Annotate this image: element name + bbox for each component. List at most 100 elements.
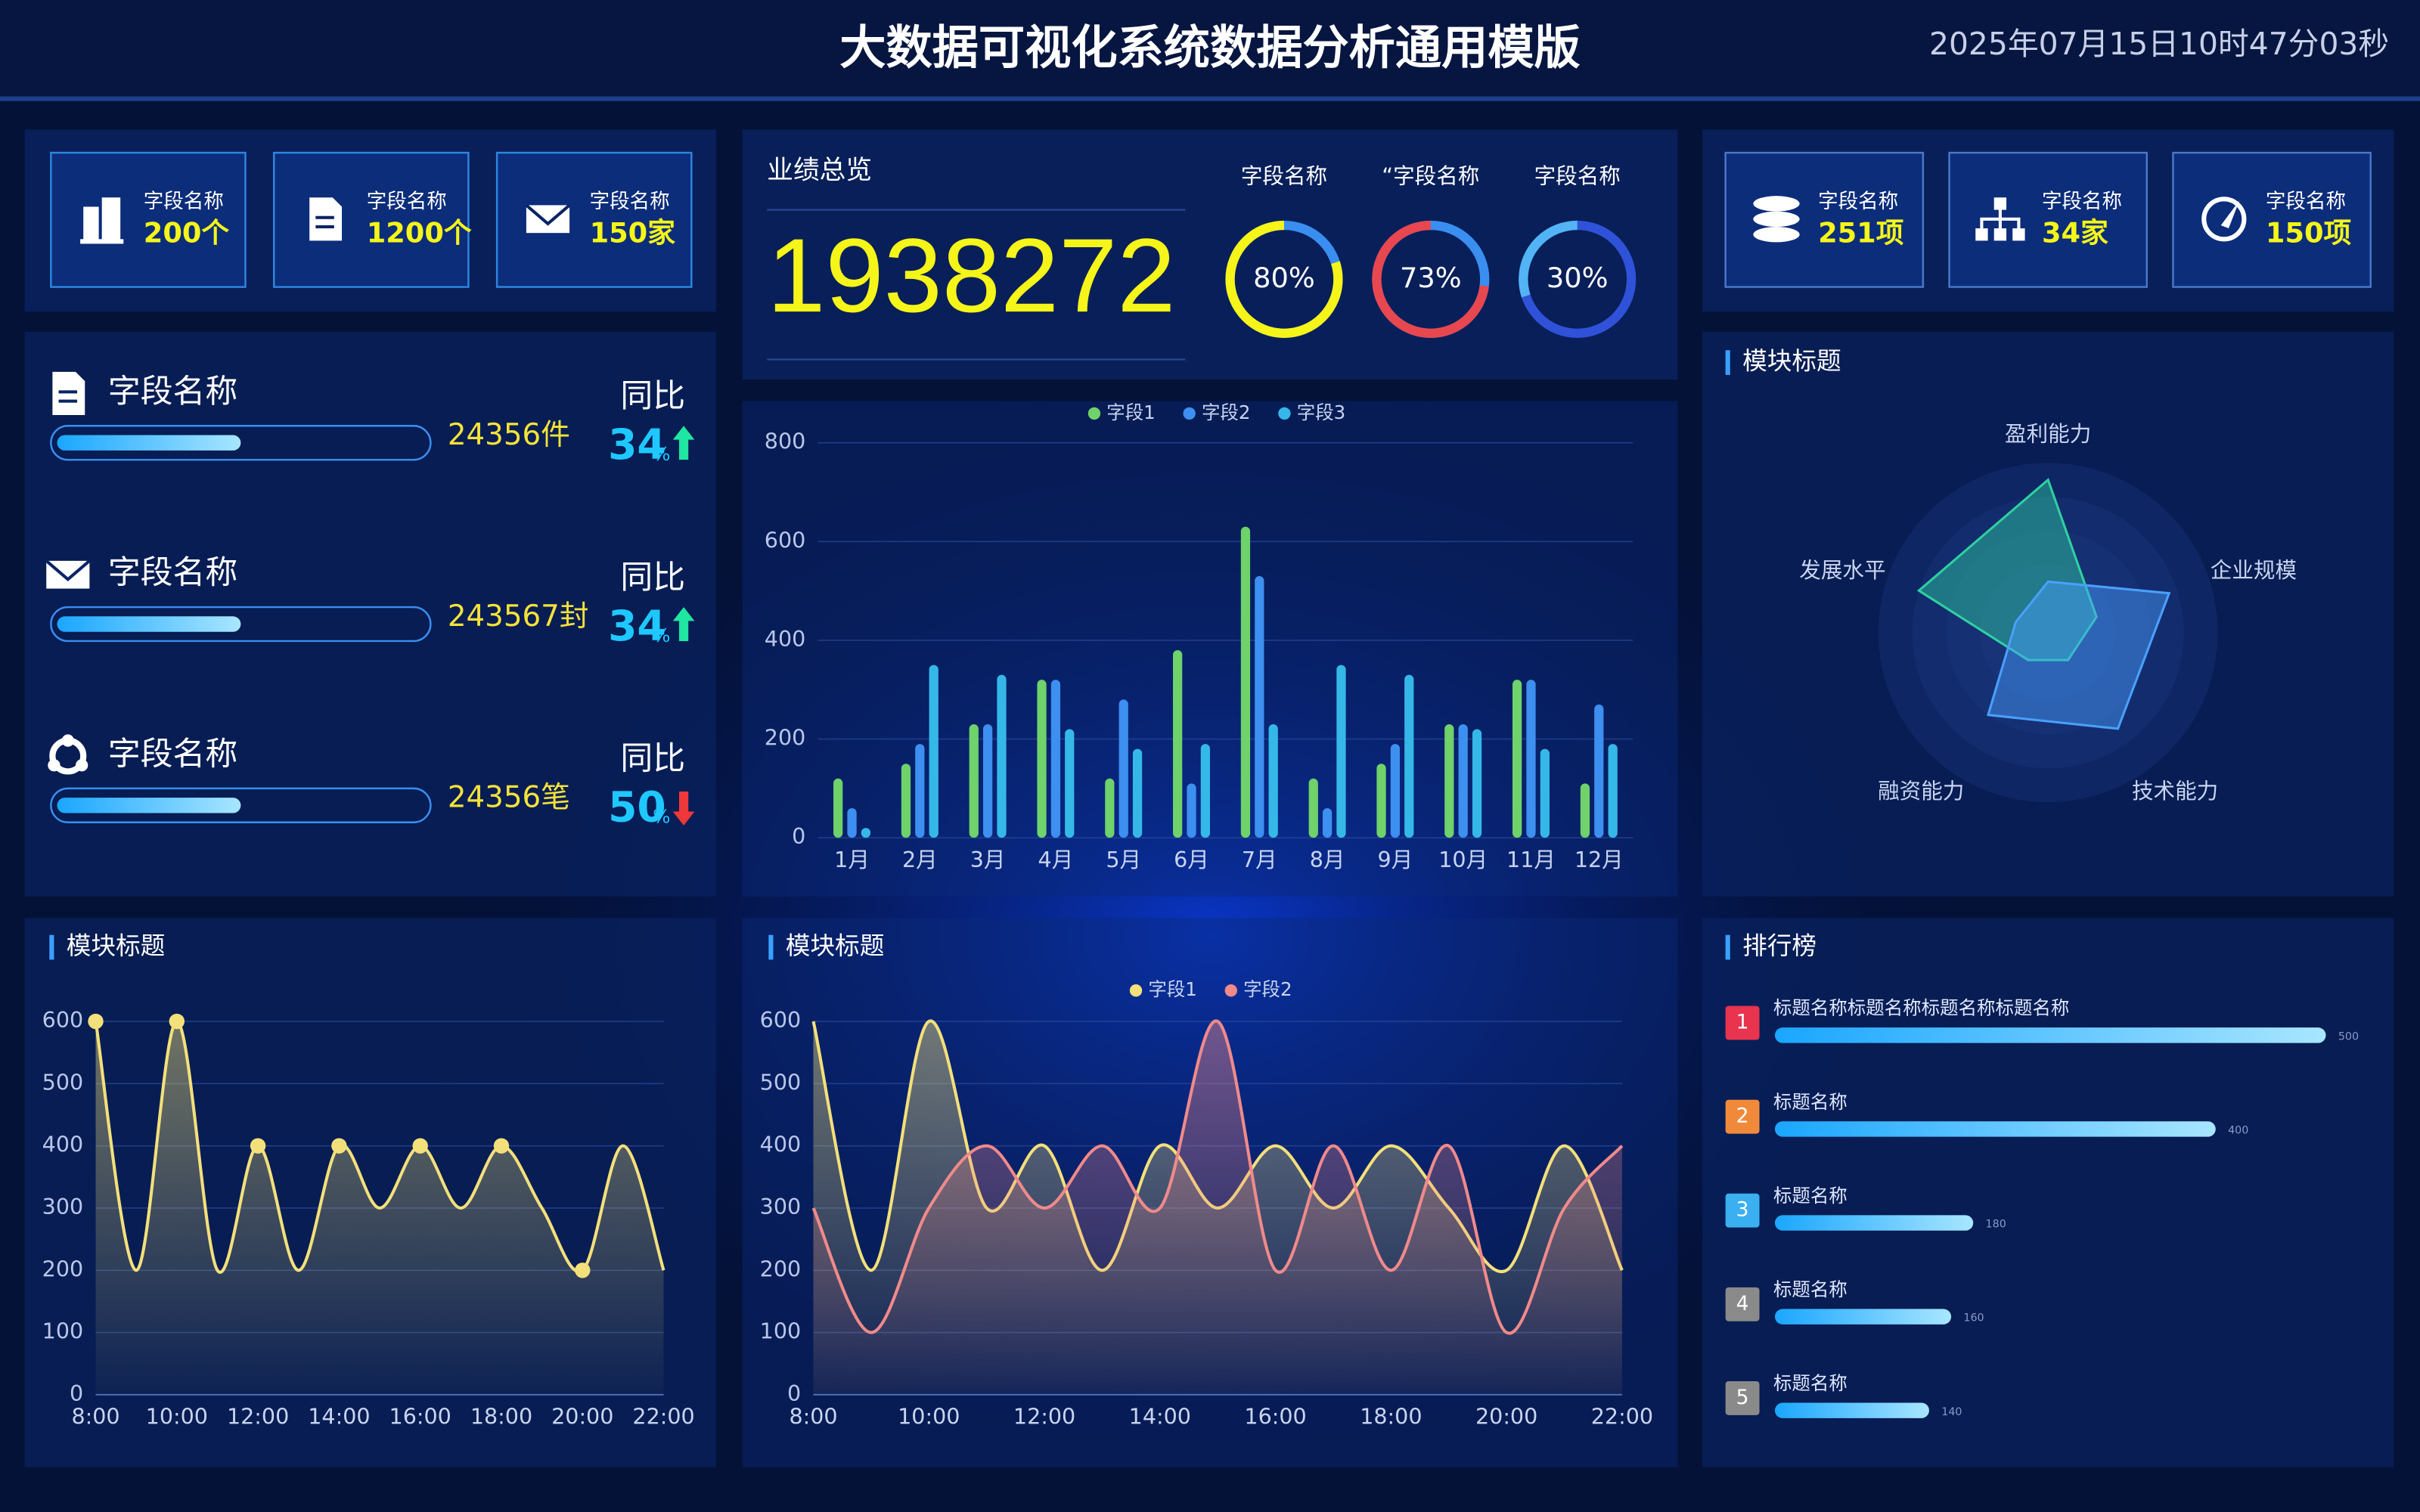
panel bbox=[1702, 918, 2394, 1467]
bar bbox=[1173, 650, 1183, 838]
stat-label: 字段名称 bbox=[144, 190, 224, 213]
point bbox=[331, 1138, 347, 1154]
line bbox=[811, 1019, 1624, 1335]
area bbox=[813, 1021, 1622, 1395]
legend-label: 字段2 bbox=[1202, 401, 1251, 423]
bar bbox=[1376, 764, 1386, 838]
bar bbox=[1594, 704, 1604, 838]
line bbox=[811, 1019, 1624, 1274]
panel-title: 排行榜 bbox=[1742, 931, 1817, 960]
bar bbox=[1336, 665, 1346, 838]
panel-title: 业绩总览 bbox=[767, 156, 872, 186]
x-tick-label: 10月 bbox=[1438, 847, 1488, 872]
title-marker bbox=[768, 934, 774, 960]
y-tick-label: 600 bbox=[765, 527, 806, 553]
stat-box bbox=[1948, 151, 2148, 288]
x-tick-label: 18:00 bbox=[470, 1404, 532, 1430]
yoy-label: 同比 bbox=[620, 740, 685, 778]
bar bbox=[1308, 778, 1318, 838]
legend-swatch bbox=[1224, 984, 1237, 997]
icon-part bbox=[1975, 228, 1988, 241]
rank-value: 160 bbox=[1963, 1312, 1984, 1325]
bar bbox=[1540, 748, 1550, 838]
point bbox=[169, 1013, 185, 1030]
progress-fill bbox=[57, 798, 241, 813]
gauge-arc bbox=[1372, 220, 1490, 338]
radar-area bbox=[1916, 478, 2098, 662]
x-tick-label: 10:00 bbox=[146, 1404, 208, 1430]
icon-part bbox=[83, 206, 99, 241]
rank-badge bbox=[1725, 1287, 1760, 1321]
legend-swatch bbox=[1087, 407, 1101, 420]
icon-part bbox=[2201, 197, 2247, 242]
y-tick-label: 200 bbox=[42, 1256, 84, 1281]
icon-part bbox=[2012, 228, 2025, 241]
icon bbox=[45, 559, 91, 589]
legend-swatch bbox=[1183, 407, 1196, 420]
stat-label: 字段名称 bbox=[1818, 190, 1898, 213]
header-bar bbox=[0, 0, 2420, 96]
icon bbox=[1753, 196, 1800, 243]
rank-number: 2 bbox=[1736, 1105, 1749, 1128]
rank-bar bbox=[1774, 1309, 1952, 1325]
legend-label: 字段2 bbox=[1243, 978, 1292, 1000]
progress-fill bbox=[57, 616, 241, 632]
icon-part bbox=[45, 559, 91, 582]
yoy-unit: % bbox=[653, 443, 670, 465]
panel bbox=[742, 129, 1678, 380]
yoy-value: 34 bbox=[608, 420, 666, 469]
radar-ring bbox=[1980, 564, 2116, 701]
radar-ring bbox=[1878, 463, 2218, 803]
panel-title: 模块标题 bbox=[786, 931, 885, 960]
bar bbox=[1444, 723, 1454, 838]
radar-ring bbox=[2014, 598, 2083, 667]
icon bbox=[2201, 197, 2247, 242]
rank-value: 400 bbox=[2228, 1125, 2248, 1137]
y-tick-label: 200 bbox=[760, 1256, 802, 1281]
y-tick-label: 500 bbox=[760, 1069, 802, 1095]
x-tick-label: 8:00 bbox=[71, 1404, 119, 1430]
icon-part bbox=[76, 759, 88, 772]
panel-title: 模块标题 bbox=[1742, 347, 1841, 376]
y-tick-label: 100 bbox=[42, 1318, 84, 1344]
progress-value: 243567封 bbox=[448, 600, 589, 634]
bar bbox=[929, 665, 939, 838]
icon-part bbox=[1753, 211, 1800, 227]
rank-bar bbox=[1774, 1402, 1929, 1418]
x-tick-label: 22:00 bbox=[1591, 1404, 1653, 1430]
y-tick-label: 300 bbox=[42, 1194, 84, 1219]
y-tick-label: 400 bbox=[760, 1132, 802, 1157]
x-tick-label: 3月 bbox=[970, 847, 1006, 872]
rank-bar bbox=[1774, 1215, 1974, 1231]
radar-area bbox=[1987, 580, 2171, 730]
progress-track bbox=[50, 425, 432, 461]
bar bbox=[1240, 526, 1251, 838]
page-title: 大数据可视化系统数据分析通用模版 bbox=[839, 21, 1581, 75]
bar bbox=[1050, 680, 1061, 838]
bar bbox=[1526, 680, 1536, 838]
panel-title: 模块标题 bbox=[67, 931, 166, 960]
bar bbox=[1390, 744, 1401, 838]
legend-label: 字段1 bbox=[1106, 401, 1156, 423]
progress-fill bbox=[57, 435, 241, 451]
icon-part bbox=[52, 371, 85, 415]
progress-label: 字段名称 bbox=[108, 554, 237, 592]
y-tick-label: 200 bbox=[765, 725, 806, 751]
stat-value: 34家 bbox=[2042, 217, 2108, 249]
rank-name: 标题名称 bbox=[1773, 1091, 1848, 1113]
bar bbox=[1255, 576, 1264, 838]
rank-badge bbox=[1725, 1193, 1760, 1228]
icon-part bbox=[315, 215, 334, 219]
gauge-label: 30% bbox=[1547, 262, 1609, 294]
bar bbox=[1472, 729, 1482, 838]
radar-ring bbox=[1912, 497, 2184, 769]
rank-number: 4 bbox=[1736, 1292, 1749, 1315]
stat-value: 1200个 bbox=[367, 217, 472, 249]
icon bbox=[48, 734, 88, 775]
y-tick-label: 800 bbox=[765, 429, 806, 454]
icon-part bbox=[525, 203, 571, 226]
bar bbox=[983, 723, 993, 838]
x-tick-label: 4月 bbox=[1038, 847, 1074, 872]
icon-part bbox=[1753, 196, 1800, 212]
x-tick-label: 18:00 bbox=[1360, 1404, 1422, 1430]
